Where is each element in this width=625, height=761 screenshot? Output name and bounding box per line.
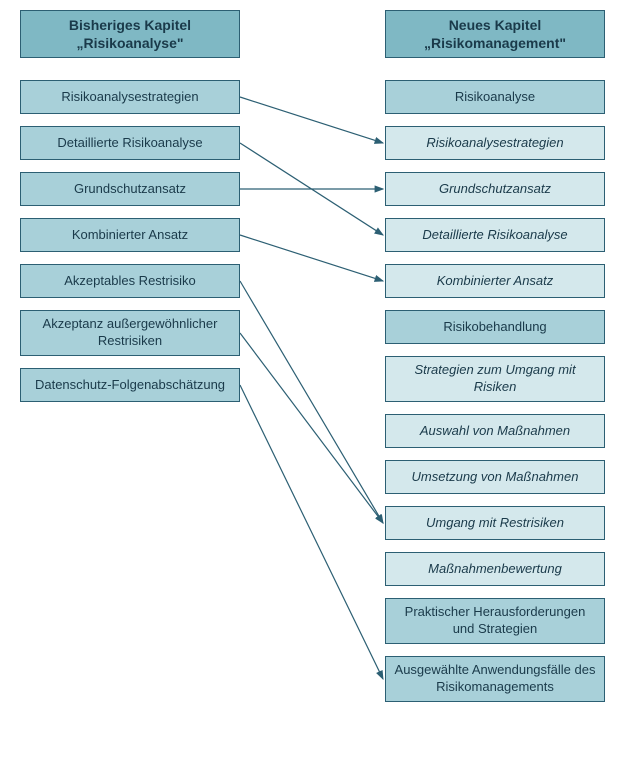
box-label: Ausgewählte Anwendungsfälle des Risikoma… [394, 662, 596, 696]
left-box-l3: Grundschutzansatz [20, 172, 240, 206]
box-label: Kombinierter Ansatz [72, 227, 188, 244]
box-label: Strategien zum Umgang mit Risiken [394, 362, 596, 396]
right-box-r5: Kombinierter Ansatz [385, 264, 605, 298]
left-box-l5: Akzeptables Restrisiko [20, 264, 240, 298]
right-header-text: Neues Kapitel „Risikomanagement" [424, 16, 566, 52]
right-box-r4: Detaillierte Risikoanalyse [385, 218, 605, 252]
right-box-r6: Risikobehandlung [385, 310, 605, 344]
box-label: Praktischer Herausforderungen und Strate… [394, 604, 596, 638]
right-box-r12: Praktischer Herausforderungen und Strate… [385, 598, 605, 644]
right-box-r10: Umgang mit Restrisiken [385, 506, 605, 540]
box-label: Risikoanalysestrategien [426, 135, 563, 152]
edge-l4-r5 [240, 235, 383, 281]
box-label: Datenschutz-Folgenabschätzung [35, 377, 225, 394]
box-label: Detaillierte Risikoanalyse [422, 227, 567, 244]
right-box-r2: Risikoanalysestrategien [385, 126, 605, 160]
right-box-r11: Maßnahmenbewertung [385, 552, 605, 586]
box-label: Kombinierter Ansatz [437, 273, 554, 290]
box-label: Detaillierte Risikoanalyse [57, 135, 202, 152]
box-label: Umsetzung von Maßnahmen [412, 469, 579, 486]
right-box-r7: Strategien zum Umgang mit Risiken [385, 356, 605, 402]
box-label: Auswahl von Maßnahmen [420, 423, 570, 440]
left-box-l6: Akzeptanz außergewöhnlicher Restrisiken [20, 310, 240, 356]
right-box-r9: Umsetzung von Maßnahmen [385, 460, 605, 494]
left-column-header: Bisheriges Kapitel „Risikoanalyse" [20, 10, 240, 58]
left-header-text: Bisheriges Kapitel „Risikoanalyse" [69, 16, 191, 52]
box-label: Grundschutzansatz [439, 181, 551, 198]
edge-l6-r10 [240, 333, 383, 523]
left-box-l1: Risikoanalysestrategien [20, 80, 240, 114]
left-box-l7: Datenschutz-Folgenabschätzung [20, 368, 240, 402]
right-box-r3: Grundschutzansatz [385, 172, 605, 206]
left-box-l4: Kombinierter Ansatz [20, 218, 240, 252]
box-label: Akzeptanz außergewöhnlicher Restrisiken [29, 316, 231, 350]
box-label: Risikoanalyse [455, 89, 535, 106]
right-box-r13: Ausgewählte Anwendungsfälle des Risikoma… [385, 656, 605, 702]
left-box-l2: Detaillierte Risikoanalyse [20, 126, 240, 160]
box-label: Akzeptables Restrisiko [64, 273, 196, 290]
box-label: Risikoanalysestrategien [61, 89, 198, 106]
box-label: Risikobehandlung [443, 319, 546, 336]
box-label: Umgang mit Restrisiken [426, 515, 564, 532]
edge-l5-r10 [240, 281, 383, 523]
box-label: Grundschutzansatz [74, 181, 186, 198]
edge-l2-r4 [240, 143, 383, 235]
right-box-r1: Risikoanalyse [385, 80, 605, 114]
edge-l1-r2 [240, 97, 383, 143]
box-label: Maßnahmenbewertung [428, 561, 562, 578]
edge-l7-r13 [240, 385, 383, 679]
right-box-r8: Auswahl von Maßnahmen [385, 414, 605, 448]
right-column-header: Neues Kapitel „Risikomanagement" [385, 10, 605, 58]
